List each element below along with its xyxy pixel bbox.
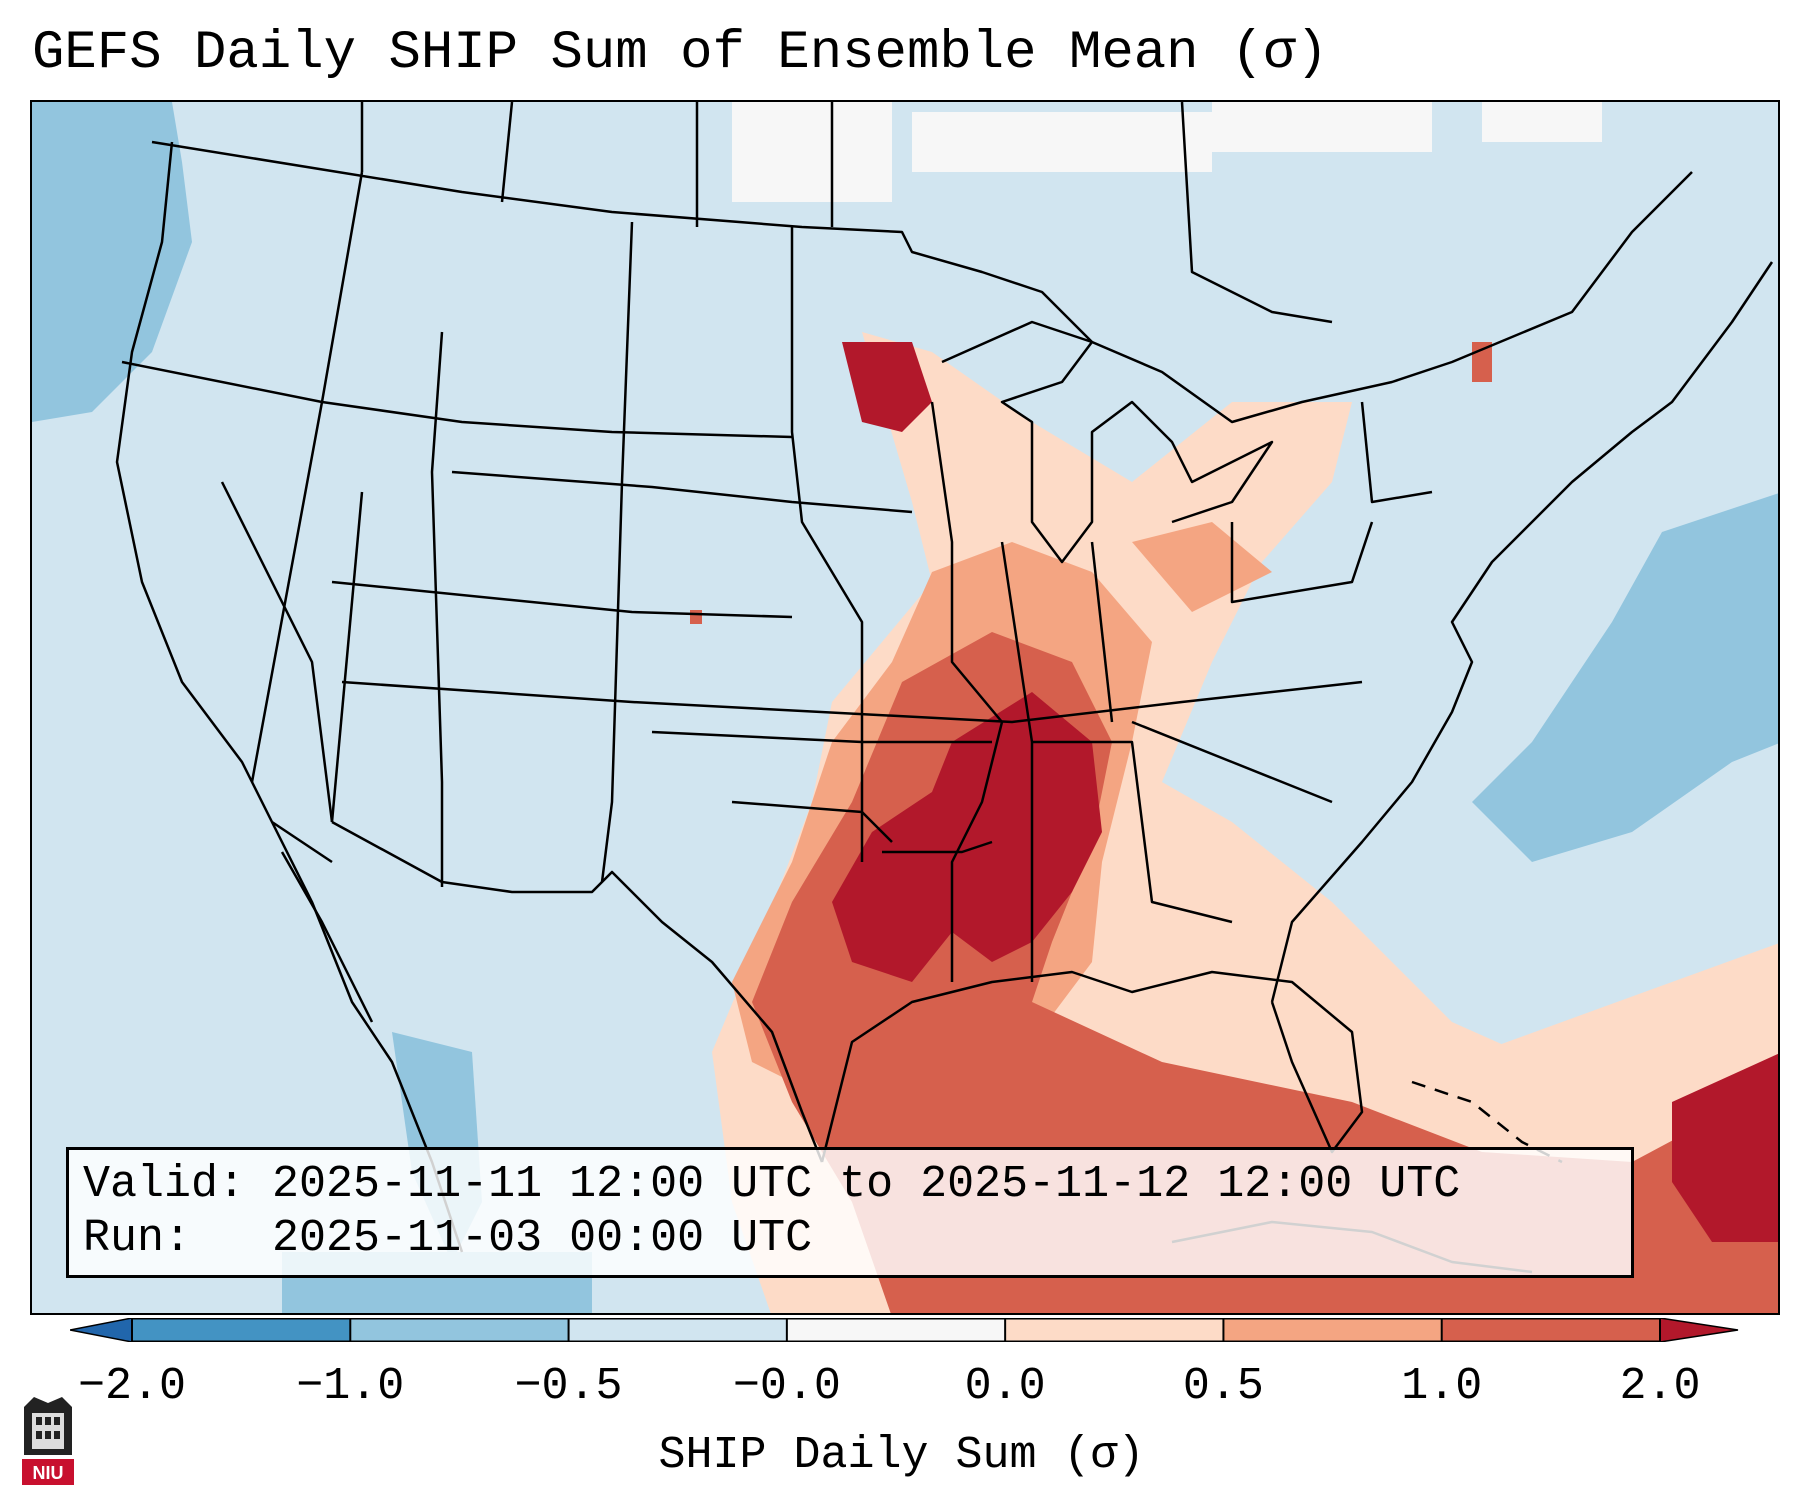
medium-positive-area xyxy=(1132,522,1272,612)
strongest-positive-area xyxy=(842,342,932,432)
map-canvas xyxy=(32,102,1778,1313)
canada-neutral-patch xyxy=(912,112,1212,172)
state-line xyxy=(331,580,793,619)
political-boundaries xyxy=(115,102,1774,1274)
great-lakes xyxy=(941,320,1274,564)
east-coast xyxy=(1270,261,1774,1003)
canada-neutral-patch xyxy=(1482,102,1602,142)
us-mexico-border xyxy=(331,820,824,1163)
state-line xyxy=(651,730,992,744)
canada-province-line xyxy=(1180,102,1333,324)
state-line xyxy=(731,800,893,843)
map-panel xyxy=(30,100,1780,1315)
state-line xyxy=(250,171,364,783)
state-line xyxy=(930,401,1004,982)
neutral-regions xyxy=(732,102,1602,202)
strongest-positive-area xyxy=(832,692,1102,982)
colorbar-segment xyxy=(786,1318,1006,1342)
colorbar-extend-low xyxy=(70,1318,133,1342)
atlantic-negative-area xyxy=(1472,493,1778,862)
colorbar-tick-label: −2.0 xyxy=(77,1361,187,1412)
run-value: 2025-11-03 00:00 UTC xyxy=(272,1213,813,1264)
state-line xyxy=(790,227,864,862)
pacific-negative-area xyxy=(32,102,192,422)
colorbar-segment xyxy=(568,1318,787,1342)
colorbar-extend-high xyxy=(1659,1318,1739,1342)
baja-california xyxy=(280,851,374,1023)
state-line xyxy=(451,470,913,514)
colorbar-segment xyxy=(350,1318,569,1342)
colorbar-tick-label: 2.0 xyxy=(1619,1361,1701,1412)
state-line xyxy=(1360,401,1433,504)
colorbar-tick-label: −0.5 xyxy=(514,1361,623,1412)
colorbar xyxy=(70,1318,1739,1342)
state-line xyxy=(1230,521,1374,604)
state-line xyxy=(341,680,1363,724)
state-line xyxy=(1090,541,1114,723)
canada-neutral-patch xyxy=(732,102,892,202)
colorbar-segment xyxy=(1441,1318,1660,1342)
colorbar-segment xyxy=(1223,1318,1442,1342)
state-line xyxy=(220,481,334,823)
colorbar-tick-label: 0.5 xyxy=(1182,1361,1264,1412)
state-line xyxy=(1032,740,1233,924)
state-line xyxy=(1131,720,1333,804)
colorbar-tick-label: 1.0 xyxy=(1401,1361,1483,1412)
state-line xyxy=(882,840,993,854)
colorbar-tick-label: 0.0 xyxy=(964,1361,1046,1412)
valid-time-box: Valid: 2025-11-11 12:00 UTC to 2025-11-1… xyxy=(66,1147,1634,1278)
quebec-positive-spot xyxy=(1472,342,1492,382)
state-line xyxy=(330,491,364,823)
colorbar-tick-label: −1.0 xyxy=(296,1361,405,1412)
logo-text: NIU xyxy=(33,1463,64,1483)
us-west-coast xyxy=(115,141,333,864)
colorbar-segment xyxy=(132,1318,351,1342)
colorbar-label: SHIP Daily Sum (σ) xyxy=(658,1430,1145,1481)
state-line xyxy=(600,221,634,883)
colorbar-segment xyxy=(1005,1318,1224,1342)
state-line xyxy=(430,331,444,887)
colorado-positive-spot xyxy=(690,610,702,624)
canada-neutral-patch xyxy=(1212,102,1432,152)
niu-logo-icon: NIU xyxy=(22,1397,74,1485)
map-title: GEFS Daily SHIP Sum of Ensemble Mean (σ) xyxy=(32,23,1329,84)
canada-province-line xyxy=(500,102,514,203)
state-line xyxy=(121,360,793,439)
valid-label: Valid: xyxy=(83,1159,246,1210)
colorbar-tick-label: −0.0 xyxy=(732,1361,841,1412)
valid-value: 2025-11-11 12:00 UTC to 2025-11-12 12:00… xyxy=(272,1159,1461,1210)
run-label: Run: xyxy=(83,1213,192,1264)
strongest-positive-area xyxy=(1672,1053,1778,1242)
